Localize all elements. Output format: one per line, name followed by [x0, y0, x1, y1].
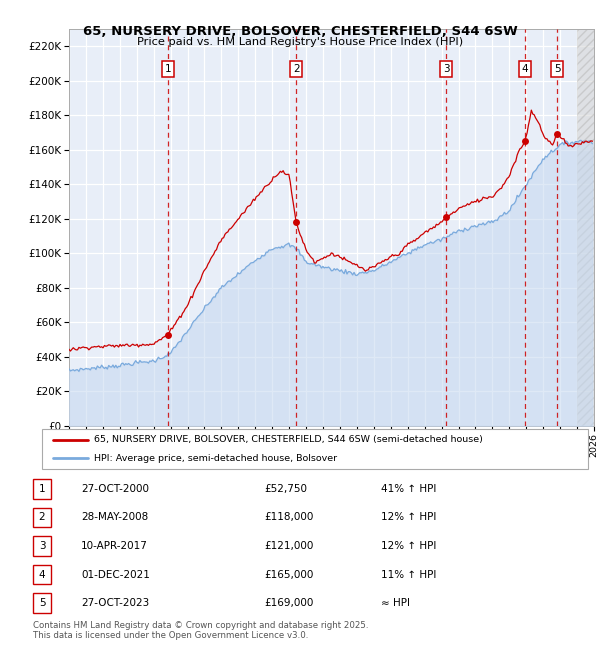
Text: £52,750: £52,750	[264, 484, 307, 494]
Text: 65, NURSERY DRIVE, BOLSOVER, CHESTERFIELD, S44 6SW: 65, NURSERY DRIVE, BOLSOVER, CHESTERFIEL…	[83, 25, 517, 38]
Text: 01-DEC-2021: 01-DEC-2021	[81, 569, 150, 580]
Text: 65, NURSERY DRIVE, BOLSOVER, CHESTERFIELD, S44 6SW (semi-detached house): 65, NURSERY DRIVE, BOLSOVER, CHESTERFIEL…	[94, 436, 483, 445]
Text: Contains HM Land Registry data © Crown copyright and database right 2025.
This d: Contains HM Land Registry data © Crown c…	[33, 621, 368, 640]
Text: HPI: Average price, semi-detached house, Bolsover: HPI: Average price, semi-detached house,…	[94, 454, 337, 463]
Text: 3: 3	[443, 64, 449, 74]
Text: 10-APR-2017: 10-APR-2017	[81, 541, 148, 551]
Text: £165,000: £165,000	[264, 569, 313, 580]
Text: 2: 2	[293, 64, 299, 74]
Text: 5: 5	[38, 598, 46, 608]
Text: 3: 3	[38, 541, 46, 551]
Text: 12% ↑ HPI: 12% ↑ HPI	[381, 541, 436, 551]
Text: 5: 5	[554, 64, 560, 74]
FancyBboxPatch shape	[42, 429, 588, 469]
Text: 1: 1	[38, 484, 46, 494]
Text: Price paid vs. HM Land Registry's House Price Index (HPI): Price paid vs. HM Land Registry's House …	[137, 37, 463, 47]
Text: 2: 2	[38, 512, 46, 523]
Text: 41% ↑ HPI: 41% ↑ HPI	[381, 484, 436, 494]
Text: £169,000: £169,000	[264, 598, 313, 608]
Text: 1: 1	[164, 64, 171, 74]
Text: 27-OCT-2000: 27-OCT-2000	[81, 484, 149, 494]
Text: 27-OCT-2023: 27-OCT-2023	[81, 598, 149, 608]
Text: ≈ HPI: ≈ HPI	[381, 598, 410, 608]
Text: 28-MAY-2008: 28-MAY-2008	[81, 512, 148, 523]
Text: 11% ↑ HPI: 11% ↑ HPI	[381, 569, 436, 580]
Text: £121,000: £121,000	[264, 541, 313, 551]
Text: 12% ↑ HPI: 12% ↑ HPI	[381, 512, 436, 523]
Text: £118,000: £118,000	[264, 512, 313, 523]
Text: 4: 4	[521, 64, 528, 74]
Text: 4: 4	[38, 569, 46, 580]
